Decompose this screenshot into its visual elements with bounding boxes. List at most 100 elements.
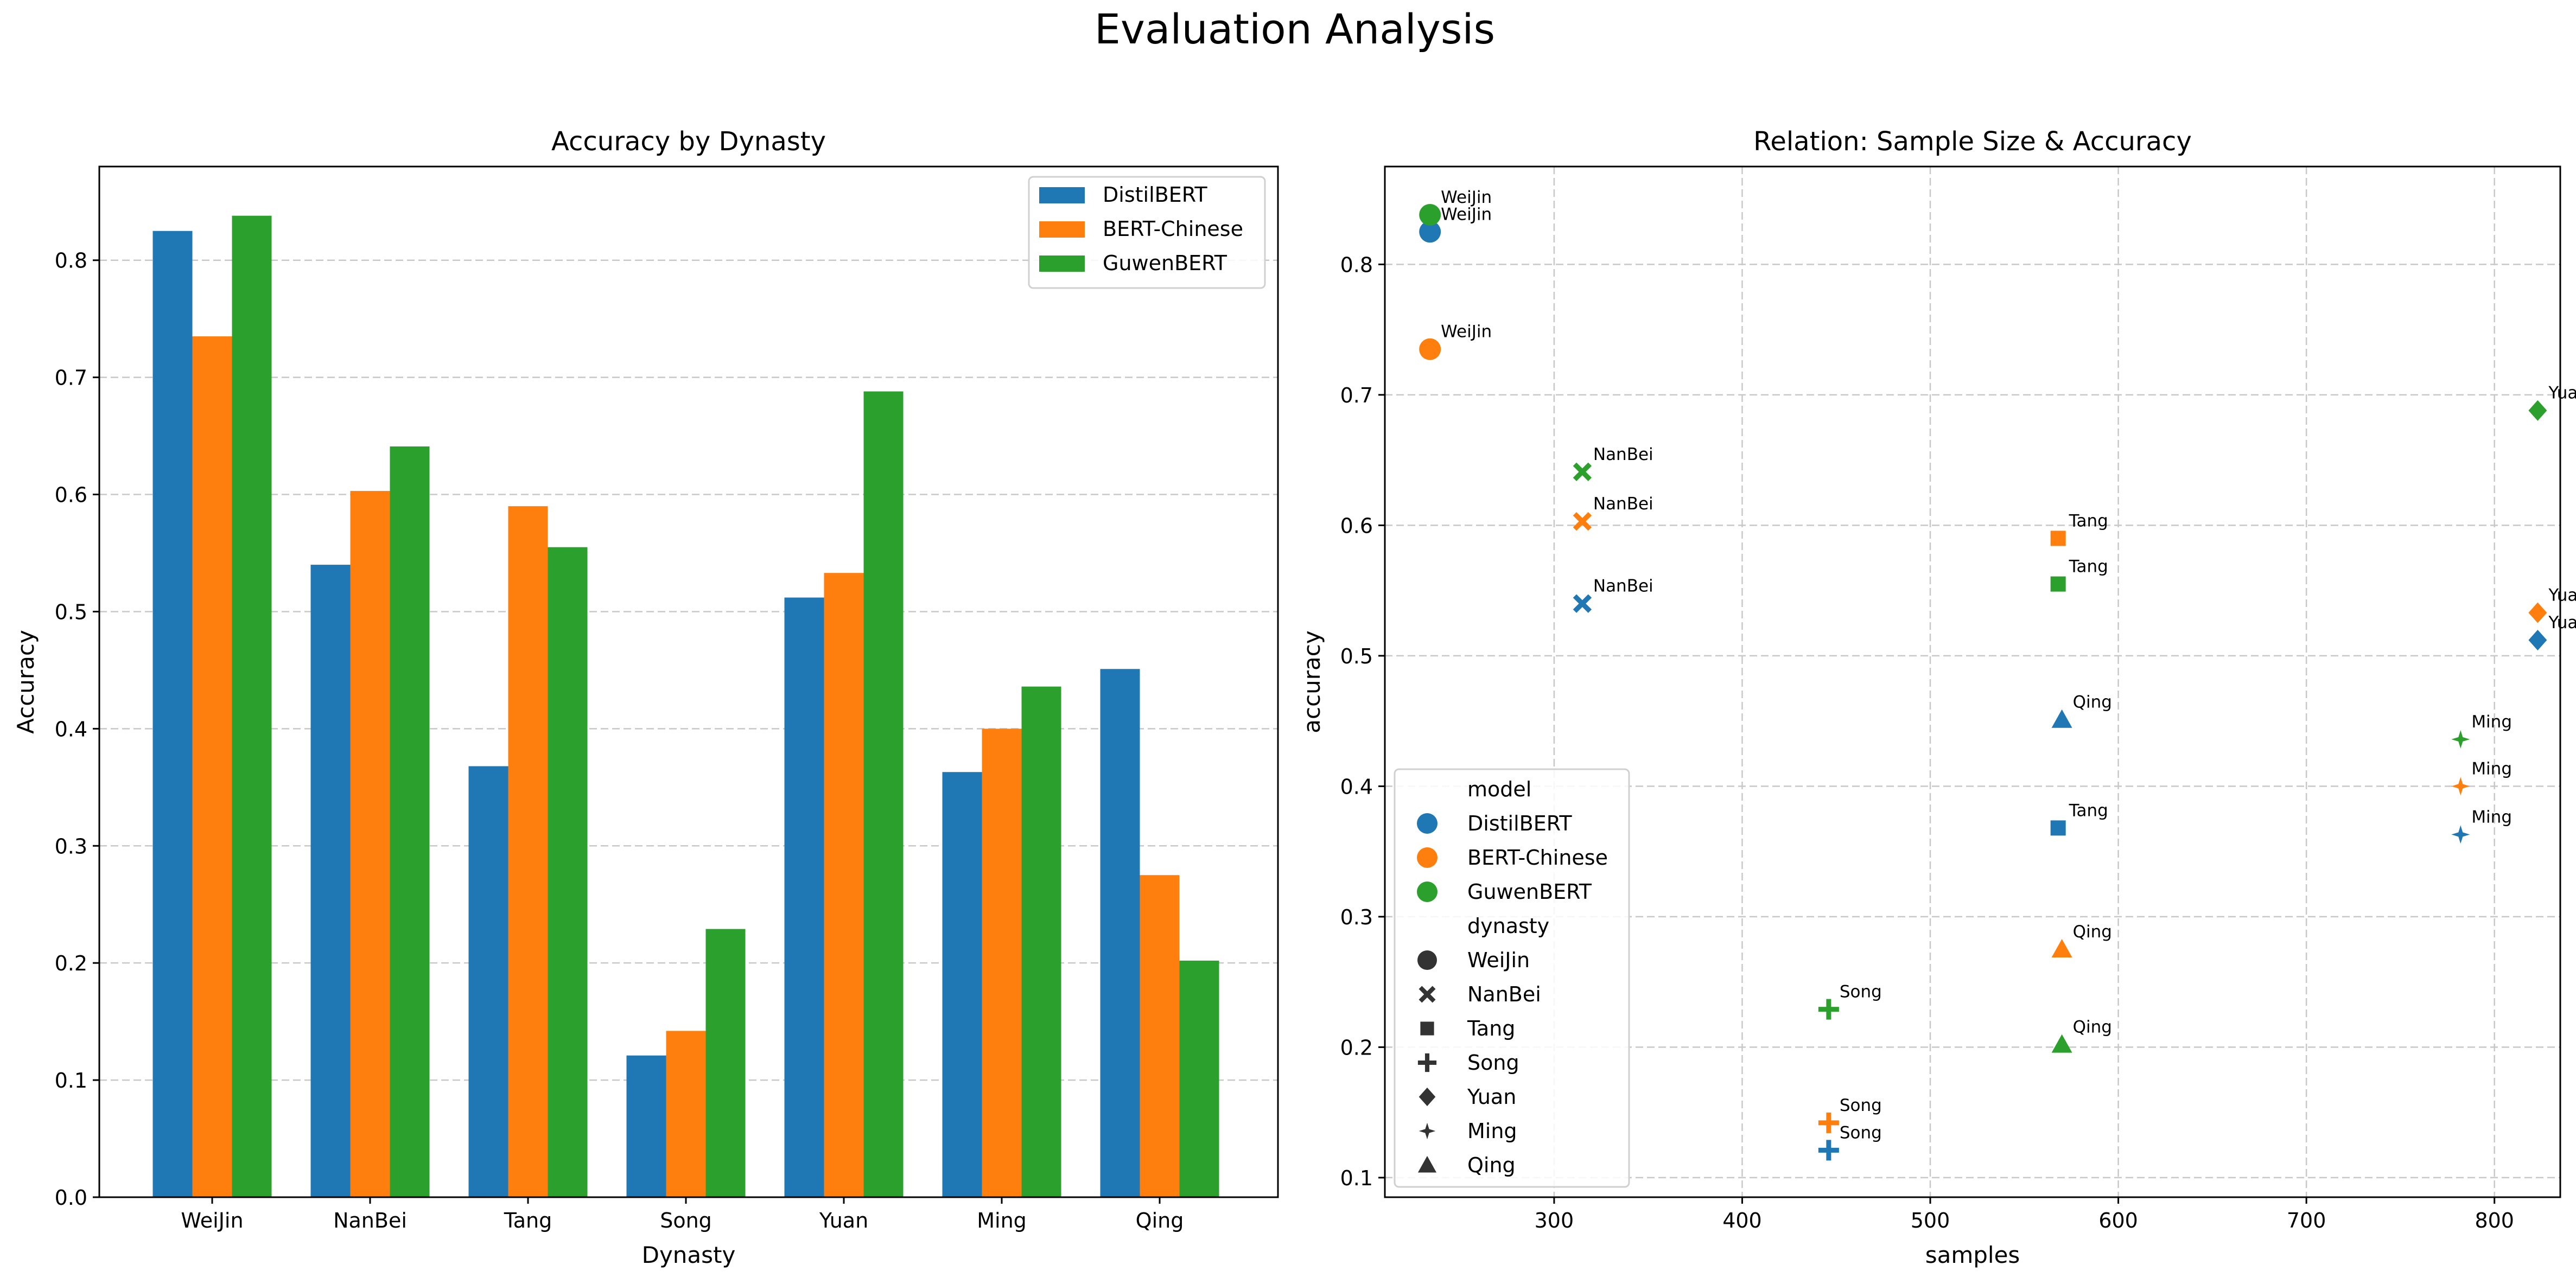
legend-section-title: dynasty (1467, 914, 1549, 938)
legend-box (1028, 176, 1266, 289)
legend-label: Ming (1467, 1119, 1517, 1143)
legend-label: GuwenBERT (1103, 251, 1227, 275)
point-GuwenBERT-NanBei (1573, 462, 1592, 481)
x-tick-label: 300 (1535, 1209, 1574, 1232)
scatter-chart-legend: model DistilBERT BERT-Chinese GuwenBERT dyna… (1394, 768, 1630, 1188)
y-tick-label: 0.2 (1340, 1036, 1373, 1059)
point-label: Qing (2073, 922, 2112, 942)
x-tick-label: WeiJin (181, 1209, 243, 1232)
point-label: NanBei (1593, 494, 1653, 514)
bar-DistilBERT-Ming (942, 772, 982, 1197)
y-tick-label: 0.0 (55, 1186, 87, 1210)
scatter-chart-y-axis-label: accuracy (1299, 630, 1325, 733)
point-label: Ming (2471, 712, 2512, 732)
bar-GuwenBERT-Qing (1179, 960, 1219, 1197)
scatter-chart-point-labels: WeiJin NanBei Tang Song Yuan Ming Qing WeiJin Na… (1441, 188, 2576, 1142)
y-tick-label: 0.5 (1340, 644, 1373, 668)
legend-label: DistilBERT (1467, 812, 1572, 835)
bar-chart: Accuracy by Dynasty 0.00.10.20.30.40.50.… (12, 126, 1279, 1268)
bar-DistilBERT-NanBei (310, 565, 351, 1197)
y-tick-label: 0.4 (1340, 775, 1373, 798)
point-label: Song (1840, 1096, 1882, 1115)
point-GuwenBERT-Song (1818, 999, 1839, 1020)
scatter-chart-x-ticks: 300 400 500 600 700 800 (1535, 1197, 2514, 1232)
bar-chart-plot-frame (98, 165, 1279, 1198)
bar-chart-bars (152, 215, 1219, 1198)
bar-chart-legend: DistilBERT BERT-Chinese GuwenBERT (1028, 176, 1266, 289)
point-DistilBERT-NanBei (1573, 594, 1592, 613)
x-tick-label: Song (660, 1209, 712, 1232)
point-DistilBERT-WeiJin (1419, 221, 1441, 243)
y-tick-label: 0.7 (1340, 384, 1373, 407)
legend-marker (1419, 1087, 1436, 1107)
point-label: Song (1840, 982, 1882, 1002)
bar-BERT-Chinese-Tang (508, 506, 548, 1197)
point-DistilBERT-Yuan (2528, 630, 2547, 651)
legend-marker (1420, 1021, 1434, 1036)
legend-label: BERT-Chinese (1467, 846, 1608, 870)
point-label: Qing (2073, 693, 2112, 712)
bar-chart-y-ticks: 0.0 0.1 0.2 0.3 0.4 0.5 0.6 0.7 0.8 (55, 249, 99, 1210)
point-BERT-Chinese-NanBei (1573, 512, 1592, 531)
point-label: Tang (2069, 557, 2108, 577)
point-BERT-Chinese-Song (1818, 1112, 1839, 1133)
x-tick-label: 800 (2475, 1209, 2514, 1232)
point-label: Yuan (2548, 613, 2576, 633)
legend-swatch (1039, 221, 1085, 238)
legend-marker (1417, 950, 1437, 970)
point-DistilBERT-Qing (2051, 709, 2072, 728)
x-tick-label: 500 (1911, 1209, 1950, 1232)
scatter-chart-plot-frame (1384, 165, 2561, 1198)
y-tick-label: 0.8 (55, 249, 87, 273)
bar-BERT-Chinese-WeiJin (192, 336, 232, 1198)
bar-DistilBERT-Song (626, 1055, 666, 1197)
bar-DistilBERT-Yuan (784, 597, 824, 1197)
x-tick-label: Tang (504, 1209, 552, 1232)
point-BERT-Chinese-Tang (2050, 531, 2066, 546)
legend-marker (1417, 813, 1438, 834)
bar-GuwenBERT-Song (705, 929, 746, 1197)
x-tick-label: Ming (977, 1209, 1027, 1232)
legend-marker (1417, 1155, 1437, 1173)
bar-chart-title: Accuracy by Dynasty (551, 126, 826, 157)
point-label: Ming (2471, 759, 2512, 778)
x-tick-label: 600 (2098, 1209, 2138, 1232)
y-tick-label: 0.7 (55, 366, 87, 390)
bar-GuwenBERT-Tang (548, 547, 588, 1197)
bar-chart-x-axis-label: Dynasty (642, 1242, 736, 1268)
bar-GuwenBERT-Yuan (863, 391, 904, 1198)
point-BERT-Chinese-Ming (2451, 777, 2470, 796)
legend-label: Qing (1467, 1153, 1516, 1177)
point-label: Tang (2069, 801, 2108, 820)
point-label: Song (1840, 1123, 1882, 1142)
scatter-chart-title: Relation: Sample Size & Accuracy (1753, 126, 2192, 157)
point-BERT-Chinese-WeiJin (1419, 338, 1441, 360)
scatter-chart-y-ticks: 0.1 0.2 0.3 0.4 0.5 0.6 0.7 0.8 (1340, 253, 1385, 1190)
y-tick-label: 0.5 (55, 600, 87, 624)
x-tick-label: Qing (1136, 1209, 1184, 1232)
point-DistilBERT-Song (1818, 1140, 1839, 1161)
scatter-chart: Relation: Sample Size & Accuracy WeiJin N… (1299, 126, 2576, 1268)
point-label: Yuan (2548, 586, 2576, 605)
point-label: NanBei (1593, 577, 1653, 596)
legend-label: Yuan (1467, 1085, 1516, 1109)
legend-label: GuwenBERT (1467, 880, 1592, 904)
y-tick-label: 0.4 (55, 717, 87, 741)
x-tick-label: 400 (1722, 1209, 1762, 1232)
bar-GuwenBERT-WeiJin (232, 215, 272, 1197)
y-tick-label: 0.1 (55, 1069, 87, 1093)
bar-DistilBERT-Tang (468, 766, 508, 1197)
point-label: Tang (2069, 511, 2108, 531)
bar-BERT-Chinese-Ming (982, 729, 1022, 1197)
legend-label: Song (1467, 1051, 1519, 1075)
legend-label: BERT-Chinese (1103, 217, 1243, 241)
point-label: WeiJin (1441, 188, 1492, 207)
legend-marker (1417, 847, 1438, 868)
legend-swatch (1039, 255, 1085, 272)
legend-label: NanBei (1467, 982, 1541, 1006)
bar-DistilBERT-WeiJin (152, 231, 193, 1197)
legend-marker (1419, 1122, 1436, 1140)
legend-swatch (1039, 187, 1085, 203)
bar-DistilBERT-Qing (1100, 669, 1140, 1197)
